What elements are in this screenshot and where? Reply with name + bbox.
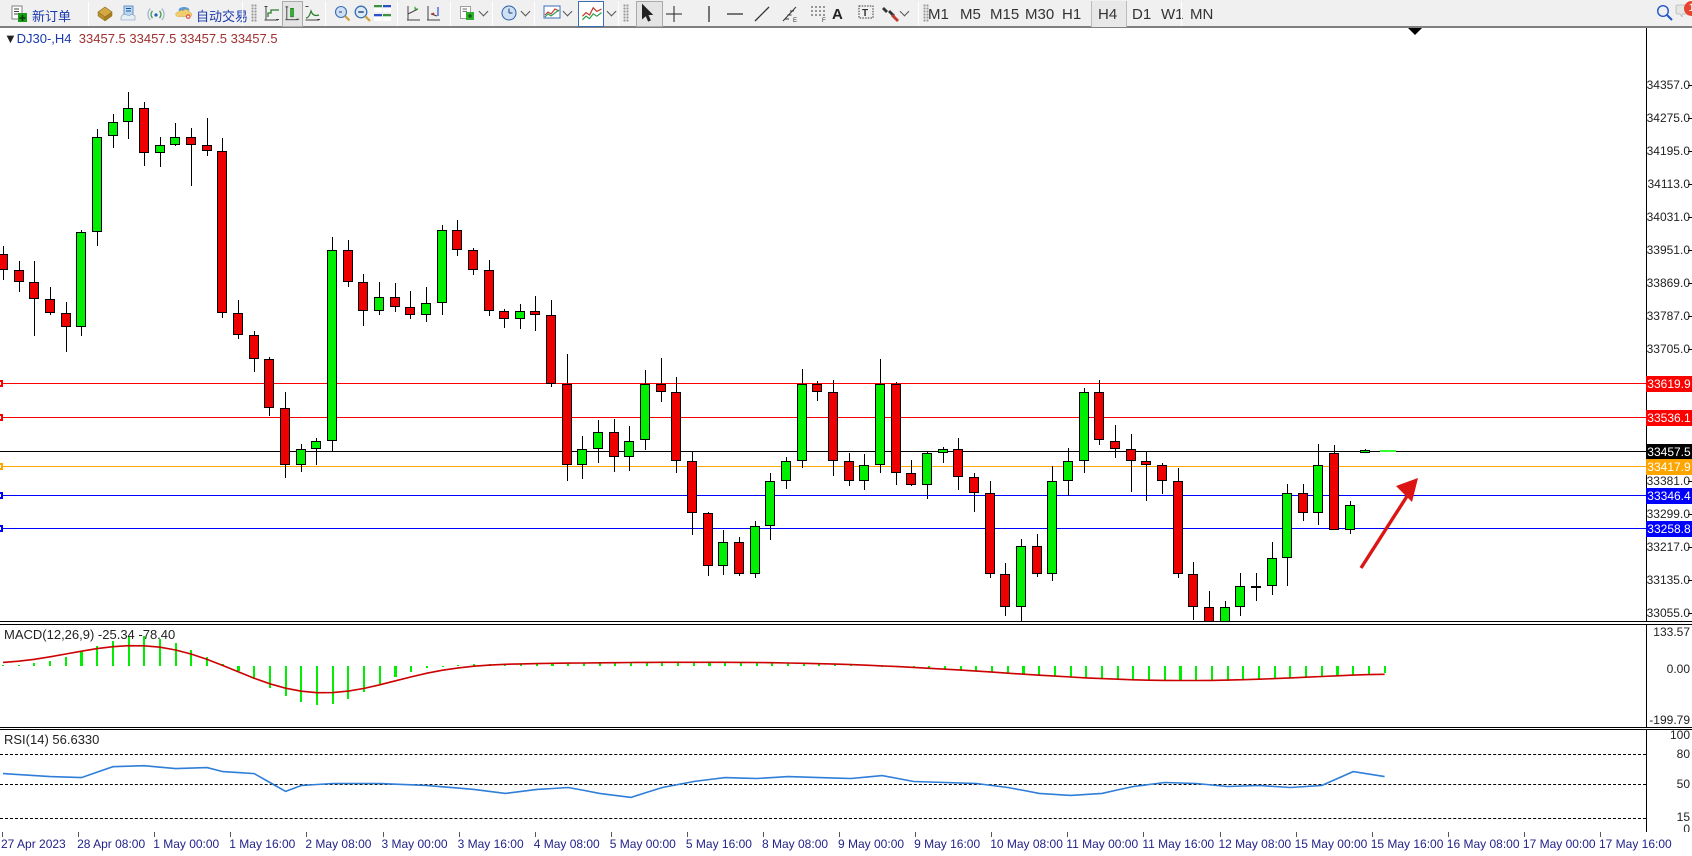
svg-text:E: E (793, 18, 797, 24)
svg-text:F: F (822, 18, 826, 24)
svg-text:T: T (862, 8, 868, 19)
